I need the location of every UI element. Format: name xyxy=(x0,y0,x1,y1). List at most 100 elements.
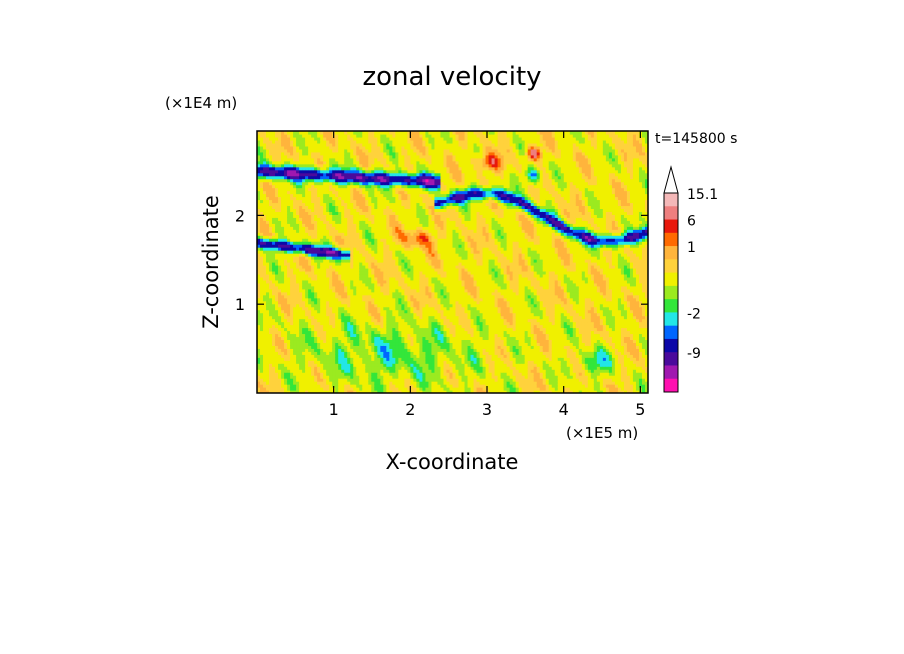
heatmap-cell xyxy=(302,250,306,254)
heatmap-cell xyxy=(290,339,294,343)
heatmap-cell xyxy=(374,229,378,233)
heatmap-cell xyxy=(278,226,282,230)
heatmap-cell xyxy=(287,342,291,346)
heatmap-cell xyxy=(290,390,294,393)
heatmap-cell xyxy=(332,279,336,284)
heatmap-cell xyxy=(359,181,363,186)
heatmap-cell xyxy=(380,184,384,189)
heatmap-cell xyxy=(368,366,372,370)
heatmap-cell xyxy=(377,241,381,245)
heatmap-cell xyxy=(383,226,387,230)
heatmap-cell xyxy=(275,187,279,192)
heatmap-cell xyxy=(362,259,366,263)
heatmap-cell xyxy=(287,291,291,296)
heatmap-cell xyxy=(341,288,345,293)
heatmap-cell xyxy=(308,163,312,168)
heatmap-cell xyxy=(284,282,288,287)
heatmap-cell xyxy=(311,300,315,305)
heatmap-cell xyxy=(305,241,309,245)
heatmap-cell xyxy=(272,169,276,174)
heatmap-cell xyxy=(317,139,321,144)
heatmap-cell xyxy=(350,235,354,239)
heatmap-cell xyxy=(284,208,288,212)
heatmap-cell xyxy=(314,354,318,358)
heatmap-cell xyxy=(263,288,267,293)
heatmap-cell xyxy=(383,157,387,162)
heatmap-cell xyxy=(281,285,285,290)
heatmap-cell xyxy=(305,196,309,201)
heatmap-cell xyxy=(359,336,363,341)
heatmap-cell xyxy=(374,312,378,317)
heatmap-cell xyxy=(305,372,309,376)
heatmap-cell xyxy=(386,363,390,367)
heatmap-cell xyxy=(269,297,273,302)
heatmap-cell xyxy=(293,264,297,269)
heatmap-cell xyxy=(263,151,267,156)
heatmap-cell xyxy=(389,145,393,150)
heatmap-cell xyxy=(323,306,327,311)
heatmap-cell xyxy=(287,136,291,141)
heatmap-cell xyxy=(308,181,312,186)
heatmap-cell xyxy=(281,369,285,373)
heatmap-cell xyxy=(275,360,279,364)
heatmap-cell xyxy=(257,178,261,183)
heatmap-cell xyxy=(377,133,381,138)
heatmap-cell xyxy=(287,142,291,147)
heatmap-cell xyxy=(272,267,276,272)
heatmap-cell xyxy=(281,279,285,284)
heatmap-cell xyxy=(272,354,276,358)
heatmap-cell xyxy=(362,172,366,177)
heatmap-cell xyxy=(296,187,300,192)
heatmap-cell xyxy=(371,193,375,198)
heatmap-cell xyxy=(368,259,372,263)
heatmap-cell xyxy=(389,333,393,338)
heatmap-cell xyxy=(350,259,354,263)
heatmap-cell xyxy=(263,253,267,257)
heatmap-cell xyxy=(260,199,264,204)
heatmap-cell xyxy=(278,199,282,204)
heatmap-cell xyxy=(296,282,300,287)
heatmap-cell xyxy=(302,330,306,335)
heatmap-cell xyxy=(290,270,294,275)
heatmap-cell xyxy=(257,139,261,144)
heatmap-cell xyxy=(356,300,360,305)
heatmap-cell xyxy=(320,309,324,314)
heatmap-cell xyxy=(281,321,285,326)
heatmap-cell xyxy=(392,354,396,358)
heatmap-cell xyxy=(263,369,267,373)
heatmap-cell xyxy=(263,142,267,147)
heatmap-cell xyxy=(317,235,321,239)
heatmap-cell xyxy=(296,262,300,266)
heatmap-cell xyxy=(347,181,351,186)
heatmap-cell xyxy=(269,151,273,156)
heatmap-cell xyxy=(263,294,267,299)
heatmap-cell xyxy=(329,172,333,177)
heatmap-cell xyxy=(263,172,267,177)
heatmap-cell xyxy=(347,166,351,171)
heatmap-cell xyxy=(386,327,390,332)
heatmap-cell xyxy=(308,279,312,284)
heatmap-cell xyxy=(308,169,312,174)
heatmap-cell xyxy=(374,276,378,281)
heatmap-cell xyxy=(320,285,324,290)
heatmap-cell xyxy=(338,363,342,367)
heatmap-cell xyxy=(266,294,270,299)
heatmap-cell xyxy=(353,390,357,393)
heatmap-cell xyxy=(308,244,312,248)
heatmap-cell xyxy=(359,235,363,239)
heatmap-cell xyxy=(257,181,261,186)
heatmap-cell xyxy=(320,345,324,349)
heatmap-cell xyxy=(269,259,273,263)
heatmap-cell xyxy=(341,178,345,183)
heatmap-cell xyxy=(287,306,291,311)
heatmap-cell xyxy=(299,285,303,290)
heatmap-cell xyxy=(365,264,369,269)
heatmap-cell xyxy=(275,384,279,388)
heatmap-cell xyxy=(266,211,270,215)
heatmap-cell xyxy=(359,157,363,162)
heatmap-cell xyxy=(320,294,324,299)
heatmap-cell xyxy=(287,253,291,257)
heatmap-cell xyxy=(341,279,345,284)
heatmap-cell xyxy=(389,378,393,382)
heatmap-cell xyxy=(350,193,354,198)
